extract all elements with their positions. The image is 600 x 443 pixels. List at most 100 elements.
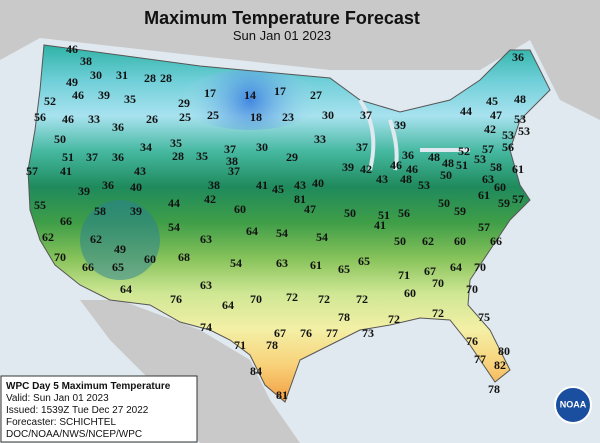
temperature-label: 76 [466, 334, 478, 348]
temperature-label: 29 [178, 96, 190, 110]
temperature-label: 36 [512, 50, 524, 64]
cold-area [80, 200, 160, 280]
temperature-label: 52 [458, 144, 470, 158]
temperature-label: 46 [406, 162, 418, 176]
temperature-label: 44 [168, 196, 180, 210]
temperature-label: 54 [276, 226, 288, 240]
temperature-label: 38 [226, 154, 238, 168]
temperature-label: 43 [134, 164, 146, 178]
temperature-label: 48 [442, 156, 454, 170]
temperature-label: 33 [314, 132, 326, 146]
canada [0, 0, 600, 120]
temperature-label: 80 [498, 344, 510, 358]
temperature-label: 14 [244, 88, 256, 102]
temperature-label: 72 [388, 312, 400, 326]
temperature-label: 67 [424, 264, 436, 278]
temperature-label: 17 [274, 84, 286, 98]
logo-text: NOAA [560, 399, 587, 409]
temperature-label: 63 [200, 232, 212, 246]
temperature-label: 45 [272, 182, 284, 196]
temperature-label: 50 [344, 206, 356, 220]
temperature-label: 39 [342, 160, 354, 174]
temperature-label: 66 [82, 260, 94, 274]
temperature-label: 76 [300, 326, 312, 340]
temperature-label: 44 [460, 104, 472, 118]
temperature-label: 75 [478, 310, 490, 324]
temperature-label: 50 [394, 234, 406, 248]
temperature-label: 28 [172, 149, 184, 163]
temperature-label: 63 [200, 278, 212, 292]
temperature-label: 56 [502, 140, 514, 154]
temperature-label: 71 [234, 338, 246, 352]
temperature-label: 50 [438, 196, 450, 210]
temperature-label: 30 [256, 140, 268, 154]
temperature-label: 26 [146, 112, 158, 126]
temperature-label: 71 [398, 268, 410, 282]
temperature-label: 70 [250, 292, 262, 306]
temperature-label: 60 [494, 180, 506, 194]
temperature-label: 67 [274, 326, 286, 340]
temperature-label: 78 [266, 338, 278, 352]
legend-line: WPC Day 5 Maximum Temperature [6, 381, 171, 392]
temperature-label: 41 [60, 164, 72, 178]
temperature-label: 62 [422, 234, 434, 248]
temperature-label: 62 [42, 230, 54, 244]
temperature-label: 53 [474, 152, 486, 166]
temperature-label: 28 [144, 71, 156, 85]
temperature-label: 56 [398, 206, 410, 220]
temperature-label: 41 [374, 218, 386, 232]
temperature-label: 78 [488, 382, 500, 396]
temperature-label: 23 [282, 110, 294, 124]
legend-line: Issued: 1539Z Tue Dec 27 2022 [6, 405, 149, 416]
temperature-label: 58 [490, 160, 502, 174]
temperature-label: 53 [514, 112, 526, 126]
temperature-label: 41 [256, 178, 268, 192]
temperature-label: 81 [294, 192, 306, 206]
temperature-label: 36 [112, 150, 124, 164]
temperature-label: 27 [310, 88, 322, 102]
legend-line: DOC/NOAA/NWS/NCEP/WPC [6, 429, 142, 440]
temperature-label: 65 [112, 260, 124, 274]
temperature-label: 36 [402, 148, 414, 162]
temperature-label: 33 [88, 112, 100, 126]
temperature-label: 50 [440, 168, 452, 182]
temperature-label: 43 [294, 178, 306, 192]
temperature-label: 38 [208, 178, 220, 192]
temperature-label: 53 [518, 124, 530, 138]
temperature-label: 25 [207, 108, 219, 122]
temperature-label: 73 [362, 326, 374, 340]
temperature-label: 37 [360, 108, 372, 122]
mexico [80, 300, 300, 443]
temperature-label: 57 [478, 220, 490, 234]
temperature-label: 46 [62, 112, 74, 126]
temperature-label: 77 [326, 326, 338, 340]
temperature-label: 64 [120, 282, 132, 296]
temperature-label: 68 [178, 250, 190, 264]
temperature-label: 60 [454, 234, 466, 248]
temperature-label: 72 [286, 290, 298, 304]
temperature-label: 77 [474, 352, 486, 366]
great-lakes [358, 98, 470, 171]
temperature-label: 59 [454, 204, 466, 218]
temperature-label: 18 [250, 110, 262, 124]
legend-line: Forecaster: SCHICHTEL [6, 417, 116, 428]
logo [554, 386, 592, 424]
temperature-label: 31 [116, 68, 128, 82]
temperature-label: 49 [66, 75, 78, 89]
temperature-label: 47 [304, 202, 316, 216]
temperature-label: 61 [310, 258, 322, 272]
temperature-label: 54 [168, 220, 180, 234]
temperature-label: 37 [356, 140, 368, 154]
temperature-label: 39 [394, 118, 406, 132]
temperature-label: 65 [358, 254, 370, 268]
temperature-label: 76 [170, 292, 182, 306]
temperature-label: 35 [124, 92, 136, 106]
temperature-label: 54 [230, 256, 242, 270]
temperature-label: 36 [102, 178, 114, 192]
temperature-label: 42 [360, 162, 372, 176]
temperature-label: 29 [286, 150, 298, 164]
temperature-label: 36 [112, 120, 124, 134]
temperature-label: 58 [94, 204, 106, 218]
temperature-label: 52 [44, 94, 56, 108]
